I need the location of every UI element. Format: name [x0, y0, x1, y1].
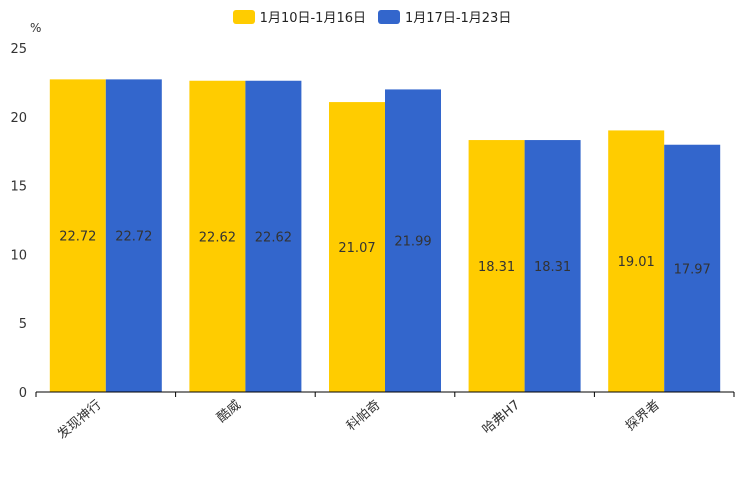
- legend-swatch-series-2: [378, 9, 400, 24]
- bar: [49, 79, 106, 392]
- x-category-label: 探界者: [623, 398, 663, 435]
- y-tick-label: 25: [10, 42, 27, 57]
- bar-value-label: 22.62: [255, 230, 292, 245]
- bar: [468, 140, 525, 392]
- bar-value-label: 18.31: [478, 260, 515, 275]
- x-category-label: 发现神行: [54, 397, 104, 443]
- legend-label-series-1: 1月10日-1月16日: [259, 11, 366, 26]
- bar-value-label: 19.01: [618, 255, 655, 270]
- bar-value-label: 22.72: [115, 230, 152, 245]
- legend-item-series-2[interactable]: 1月17日-1月23日: [378, 7, 511, 26]
- bar: [524, 140, 581, 392]
- legend-swatch-series-1: [232, 9, 255, 24]
- bar-value-label: 18.31: [534, 260, 571, 275]
- bar-value-label: 22.72: [59, 230, 96, 245]
- x-category-label: 科帕奇: [343, 397, 383, 434]
- bar: [608, 130, 665, 392]
- bar: [189, 80, 246, 392]
- legend-item-series-1[interactable]: 1月10日-1月16日: [232, 7, 366, 26]
- bar-value-label: 21.07: [338, 241, 375, 256]
- y-tick-label: 5: [19, 317, 27, 332]
- x-category-label: 酷威: [214, 398, 244, 426]
- y-tick-label: 20: [10, 111, 27, 126]
- bar-value-label: 21.99: [394, 235, 431, 250]
- bar: [329, 102, 385, 393]
- y-tick-label: 10: [10, 248, 27, 263]
- legend-label-series-2: 1月17日-1月23日: [405, 11, 512, 26]
- y-axis-unit: %: [30, 21, 42, 35]
- bar: [105, 79, 162, 392]
- bar: [245, 80, 302, 392]
- bar-value-label: 17.97: [674, 262, 711, 277]
- x-category-label: 哈弗H7: [480, 398, 523, 438]
- bar: [385, 89, 441, 392]
- bar-value-label: 22.62: [199, 230, 236, 245]
- y-tick-label: 0: [19, 386, 27, 401]
- legend: 1月10日-1月16日 1月17日-1月23日: [0, 7, 744, 26]
- y-tick-label: 15: [10, 180, 27, 195]
- bar: [664, 144, 721, 392]
